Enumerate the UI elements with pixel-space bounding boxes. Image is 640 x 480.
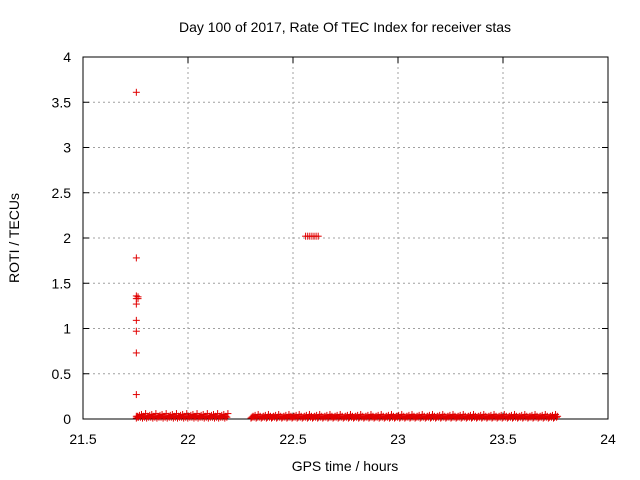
y-axis-label: ROTI / TECUs [6,193,22,283]
y-tick-label: 4 [63,49,71,65]
data-point [314,232,322,240]
y-tick-label: 3 [63,140,71,156]
data-points [132,88,562,422]
x-tick-label: 22 [180,431,196,447]
y-tick-labels: 0 0.5 1 1.5 2 2.5 3 3.5 4 [52,49,72,427]
x-tick-label: 23.5 [489,431,516,447]
x-tick-label: 21.5 [69,431,96,447]
data-point [134,295,142,303]
grid-lines [83,57,608,419]
chart-title: Day 100 of 2017, Rate Of TEC Index for r… [179,19,511,35]
x-tick-label: 24 [600,431,616,447]
x-tick-label: 22.5 [279,431,306,447]
y-tick-label: 1 [63,321,71,337]
data-point [132,254,140,262]
x-tick-label: 23 [390,431,406,447]
y-tick-label: 3.5 [52,94,72,110]
data-point [132,327,140,335]
data-point [224,410,232,418]
data-point [132,349,140,357]
x-axis-label: GPS time / hours [292,458,399,474]
data-point [132,88,140,96]
y-tick-label: 0 [63,411,71,427]
data-point [553,413,561,421]
data-point [132,391,140,399]
data-point [223,413,231,421]
data-point [549,414,557,422]
x-tick-labels: 21.5 22 22.5 23 23.5 24 [69,431,616,447]
data-point [132,300,140,308]
y-tick-label: 1.5 [52,275,72,291]
data-point [132,316,140,324]
y-tick-label: 2 [63,230,71,246]
y-tick-label: 2.5 [52,185,72,201]
y-tick-label: 0.5 [52,366,72,382]
data-point [554,412,562,420]
